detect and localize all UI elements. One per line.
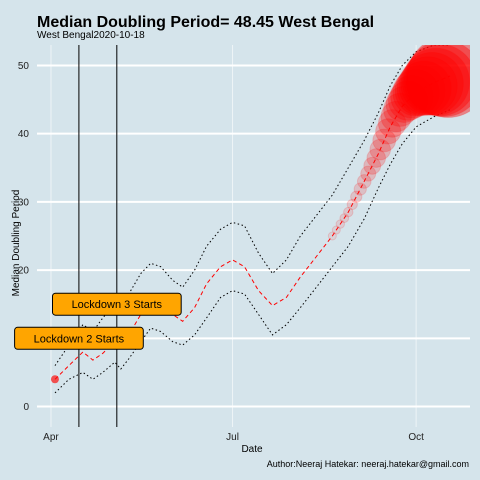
lockdown-label-box (52, 292, 182, 316)
x-axis-label: Date (241, 444, 263, 455)
bubble-marker (363, 156, 382, 175)
x-tick-label: Jul (226, 432, 239, 443)
y-tick-label: 50 (18, 61, 30, 72)
bubble-marker (350, 190, 363, 203)
chart-subtitle: West Bengal2020-10-18 (37, 30, 145, 41)
lockdown-label: Lockdown 3 Starts (52, 292, 182, 316)
y-tick-label: 0 (23, 402, 29, 413)
lockdown-label: Lockdown 2 Starts (14, 326, 144, 350)
y-tick-label: 20 (18, 266, 30, 277)
lockdown-label-text: Lockdown 3 Starts (72, 299, 163, 311)
confidence-band (54, 45, 451, 394)
band-lower-line (54, 109, 451, 394)
chart-title: Median Doubling Period= 48.45 West Benga… (37, 14, 374, 31)
bubble-marker (398, 56, 458, 116)
author-caption: Author:Neeraj Hatekar: neeraj.hatekar@gm… (267, 459, 469, 469)
bubble-marker (366, 148, 387, 168)
x-tick-label: Apr (43, 432, 59, 443)
y-tick-label: 30 (18, 197, 30, 208)
bubble-marker (375, 118, 402, 145)
x-tick-label: Oct (408, 432, 424, 443)
lockdown-label-text: Lockdown 2 Starts (34, 333, 125, 345)
bubble-marker (372, 128, 397, 153)
bubble-marker (403, 45, 470, 117)
bubble-marker (353, 182, 367, 196)
lockdown-lines (78, 45, 118, 427)
y-tick-label: 40 (18, 129, 30, 140)
lockdown-label-box (14, 326, 144, 350)
bubble-marker (406, 45, 470, 119)
lockdown-annotations: Lockdown 2 Starts Lockdown 3 Starts (14, 292, 182, 350)
y-axis-label: Median Doubling Period (11, 190, 22, 297)
x-axis-ticks: Apr Jul Oct (43, 432, 424, 443)
